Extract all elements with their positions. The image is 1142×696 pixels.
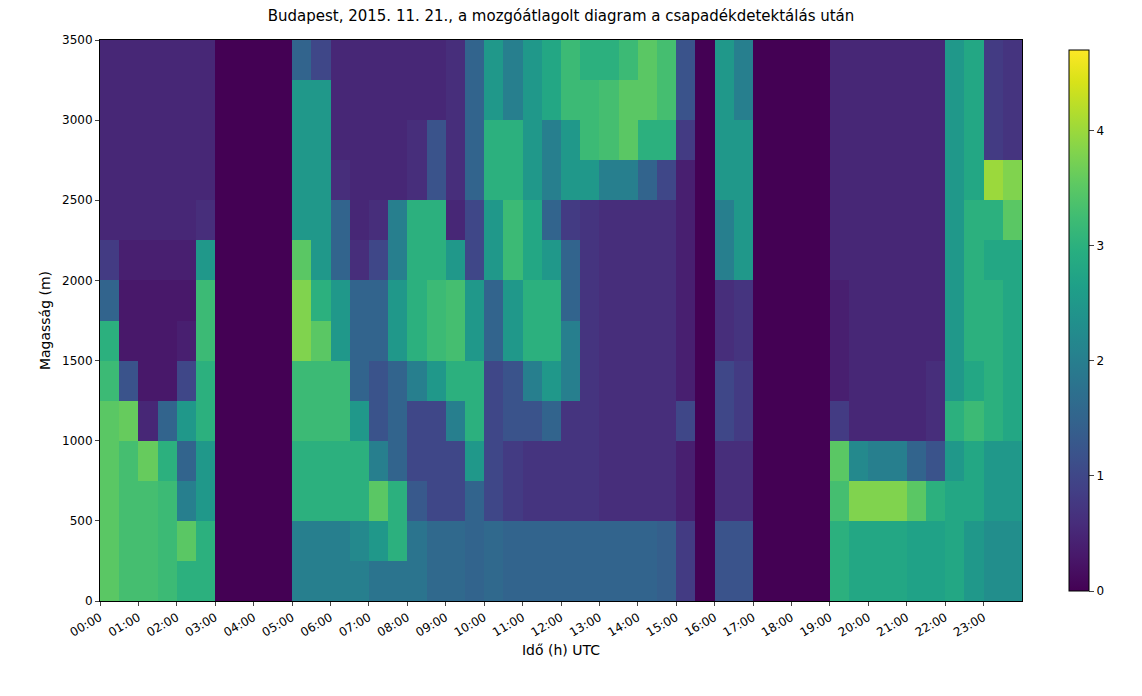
svg-text:23:00: 23:00 bbox=[951, 610, 988, 639]
svg-text:05:00: 05:00 bbox=[260, 610, 297, 639]
svg-text:21:00: 21:00 bbox=[874, 610, 911, 639]
svg-text:12:00: 12:00 bbox=[529, 610, 566, 639]
svg-text:04:00: 04:00 bbox=[221, 610, 258, 639]
svg-text:11:00: 11:00 bbox=[490, 610, 527, 639]
svg-text:18:00: 18:00 bbox=[759, 610, 796, 639]
svg-text:2: 2 bbox=[1096, 354, 1104, 368]
svg-text:14:00: 14:00 bbox=[605, 610, 642, 639]
svg-text:08:00: 08:00 bbox=[375, 610, 412, 639]
svg-text:3000: 3000 bbox=[62, 113, 93, 127]
svg-text:06:00: 06:00 bbox=[298, 610, 335, 639]
svg-text:0: 0 bbox=[85, 594, 93, 608]
svg-text:13:00: 13:00 bbox=[567, 610, 604, 639]
svg-text:19:00: 19:00 bbox=[797, 610, 834, 639]
svg-text:17:00: 17:00 bbox=[721, 610, 758, 639]
svg-text:07:00: 07:00 bbox=[336, 610, 373, 639]
svg-text:4: 4 bbox=[1096, 124, 1104, 138]
svg-text:2000: 2000 bbox=[62, 274, 93, 288]
svg-text:20:00: 20:00 bbox=[836, 610, 873, 639]
svg-text:09:00: 09:00 bbox=[413, 610, 450, 639]
svg-text:10:00: 10:00 bbox=[452, 610, 489, 639]
svg-text:1: 1 bbox=[1096, 469, 1104, 483]
svg-text:1000: 1000 bbox=[62, 434, 93, 448]
svg-text:0: 0 bbox=[1096, 584, 1104, 598]
svg-text:03:00: 03:00 bbox=[183, 610, 220, 639]
svg-text:Magasság (m): Magasság (m) bbox=[37, 271, 53, 370]
svg-text:3: 3 bbox=[1096, 239, 1104, 253]
svg-text:01:00: 01:00 bbox=[106, 610, 143, 639]
svg-text:00:00: 00:00 bbox=[68, 610, 105, 639]
svg-text:16:00: 16:00 bbox=[682, 610, 719, 639]
svg-text:3500: 3500 bbox=[62, 33, 93, 47]
svg-text:2500: 2500 bbox=[62, 193, 93, 207]
svg-text:Budapest, 2015. 11. 21., a moz: Budapest, 2015. 11. 21., a mozgóátlagolt… bbox=[268, 7, 855, 25]
svg-text:15:00: 15:00 bbox=[644, 610, 681, 639]
svg-text:Idő (h) UTC: Idő (h) UTC bbox=[522, 642, 600, 658]
svg-text:500: 500 bbox=[70, 514, 93, 528]
svg-text:1500: 1500 bbox=[62, 354, 93, 368]
svg-text:02:00: 02:00 bbox=[144, 610, 181, 639]
svg-text:22:00: 22:00 bbox=[913, 610, 950, 639]
